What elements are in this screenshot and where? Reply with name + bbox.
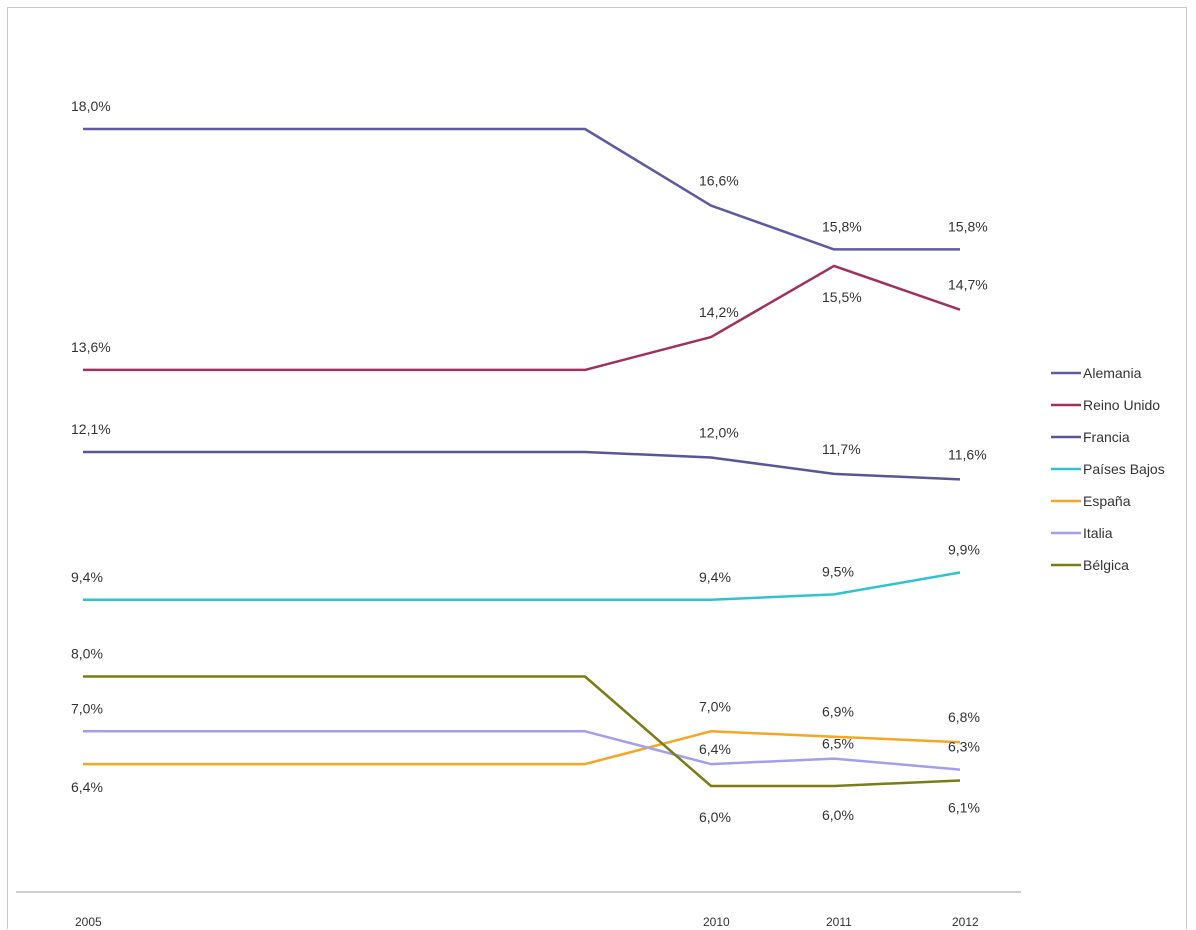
data-label: 8,0% [71,646,103,662]
data-labels: 18,0% 16,6% 15,8% 15,8% 13,6% 14,2% 15,5% 14,7%… [71,98,988,825]
data-label: 6,8% [948,709,980,725]
data-label: 7,0% [71,700,103,716]
data-label: 12,0% [699,425,739,441]
data-label: 6,5% [822,736,854,752]
data-label: 6,0% [822,807,854,823]
x-tick-label: 2010 [703,915,730,929]
data-label: 9,4% [71,569,103,585]
data-label: 15,5% [822,289,862,305]
series-line-reino-unido [83,264,961,372]
data-label: 11,7% [822,441,861,457]
data-label: 9,4% [699,569,731,585]
data-label: 6,4% [699,741,731,757]
data-label: 14,2% [699,304,739,320]
data-label: 7,0% [699,698,731,714]
data-label: 6,4% [71,779,103,795]
data-label: 16,6% [699,173,739,189]
series-line-alemania [83,127,960,251]
legend-entry: Reino Unido [1083,397,1160,413]
legend-entry: Bélgica [1083,557,1129,573]
x-tick-label: 2005 [75,915,102,929]
data-label: 6,1% [948,800,980,816]
x-tick-label: 2012 [952,915,979,929]
data-label: 15,8% [822,218,862,234]
data-label: 6,0% [699,809,731,825]
series-line-francia [83,450,961,481]
data-label: 11,6% [948,446,987,462]
data-label: 9,5% [822,563,854,579]
data-label: 18,0% [71,98,111,114]
legend-entry: España [1083,493,1131,509]
legend: Alemania Reino Unido Francia Países Bajos Es… [1051,365,1165,573]
series-lines [83,127,961,788]
legend-entry: Italia [1083,525,1113,541]
data-label: 12,1% [71,421,111,437]
legend-entry: Francia [1083,429,1130,445]
line-chart: 18,0% 16,6% 15,8% 15,8% 13,6% 14,2% 15,5% 14,7%… [16,98,1165,929]
data-label: 6,9% [822,704,854,720]
data-label: 14,7% [948,277,988,293]
x-tick-label: 2011 [826,915,852,929]
series-line-bélgica [83,675,961,788]
legend-entry: Países Bajos [1083,461,1165,477]
data-label: 15,8% [948,218,988,234]
x-tick-labels: 2005 2010 2011 2012 [75,915,979,929]
legend-entry: Alemania [1083,365,1142,381]
series-line-países-bajos [83,571,961,602]
data-label: 6,3% [948,739,980,755]
data-label: 13,6% [71,339,111,355]
series-line-españa [83,730,961,766]
chart-frame: 18,0% 16,6% 15,8% 15,8% 13,6% 14,2% 15,5% 14,7%… [7,7,1187,929]
series-line-italia [83,730,961,771]
data-label: 9,9% [948,541,980,557]
